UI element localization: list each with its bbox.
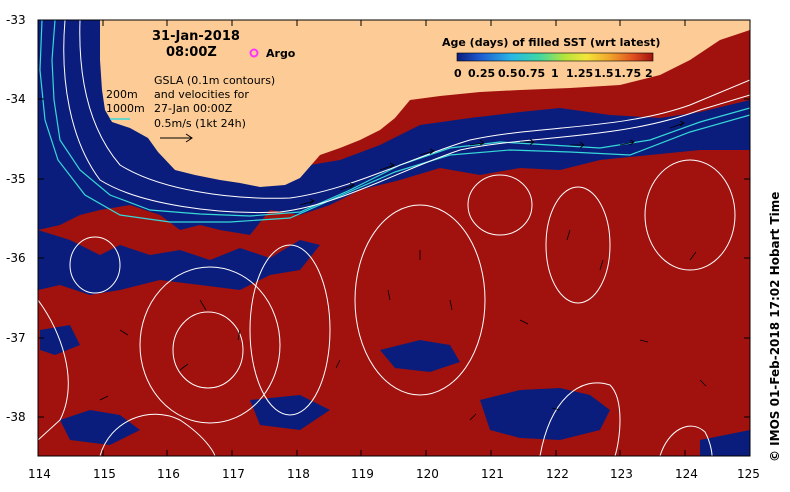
map-date: 31-Jan-2018 (152, 29, 240, 44)
x-tick-label: 123 (610, 467, 633, 481)
colorbar-gradient (456, 52, 654, 62)
x-tick-label: 125 (737, 467, 760, 481)
y-axis (38, 19, 750, 418)
x-tick-label: 115 (93, 467, 116, 481)
x-tick-label: 120 (416, 467, 439, 481)
isobath-200m (51, 20, 750, 217)
y-tick-labels: -33 -34 -35 -36 -37 -38 (6, 13, 26, 424)
y-tick-label: -37 (6, 331, 26, 345)
x-tick-label: 116 (157, 467, 180, 481)
gsla-line3: 27-Jan 00:00Z (154, 102, 233, 115)
colorbar-tick-label: 0.5 (498, 67, 518, 80)
x-tick-label: 118 (287, 467, 310, 481)
isobath-1000m-label: 1000m (106, 102, 145, 115)
colorbar-tick-label: 1.25 (566, 67, 593, 80)
argo-legend-label: Argo (266, 47, 296, 60)
isobath-1000m (39, 20, 750, 223)
x-tick-label: 117 (222, 467, 245, 481)
sea-new-fill-patch1 (480, 388, 610, 440)
map-time: 08:00Z (166, 45, 217, 60)
sea-new-fill-coastal (38, 20, 750, 235)
y-tick-label: -38 (6, 410, 26, 424)
sea-new-fill-west (38, 230, 320, 295)
colorbar-title: Age (days) of filled SST (wrt latest) (442, 36, 660, 49)
gsla-line2: and velocities for (154, 88, 249, 101)
gsla-line1: GSLA (0.1m contours) (154, 74, 275, 87)
x-tick-labels: 114 115 116 117 118 119 120 121 122 123 … (28, 467, 760, 481)
y-tick-label: -35 (6, 172, 26, 186)
map-plot-area (38, 20, 750, 456)
x-tick-label: 119 (351, 467, 374, 481)
imos-credit: © IMOS 01-Feb-2018 17:02 Hobart Time (768, 192, 782, 462)
sea-new-fill-patch3 (380, 340, 460, 372)
colorbar-tick-label: 0 (454, 67, 462, 80)
x-tick-label: 122 (546, 467, 569, 481)
colorbar-tick-label: 1.75 (614, 67, 641, 80)
sea-new-fill-patch4 (700, 430, 750, 456)
plot-frame (37, 19, 751, 457)
x-tick-label: 114 (28, 467, 51, 481)
sea-new-fill-patch2 (60, 410, 140, 445)
x-tick-label: 124 (675, 467, 698, 481)
colorbar-tick-label: 1.5 (594, 67, 614, 80)
land-australia (100, 20, 750, 187)
x-axis (37, 20, 751, 456)
y-tick-label: -34 (6, 92, 26, 106)
velocity-scale-arrow (160, 133, 193, 143)
y-tick-label: -33 (6, 13, 26, 27)
colorbar-tick-label: 0.75 (518, 67, 545, 80)
velocity-scale-label: 0.5m/s (1kt 24h) (154, 117, 246, 130)
colorbar-tick-labels: 0 0.25 0.5 0.75 1 1.25 1.5 1.75 2 (454, 67, 653, 80)
colorbar-tick-label: 1 (551, 67, 559, 80)
x-tick-label: 121 (481, 467, 504, 481)
isobath-200m-label: 200m (106, 88, 138, 101)
argo-float-marker (249, 48, 259, 58)
sla-contours (38, 20, 750, 456)
colorbar-tick-label: 0.25 (468, 67, 495, 80)
colorbar-tick-label: 2 (645, 67, 653, 80)
y-tick-label: -36 (6, 251, 26, 265)
velocity-arrows (99, 120, 707, 421)
